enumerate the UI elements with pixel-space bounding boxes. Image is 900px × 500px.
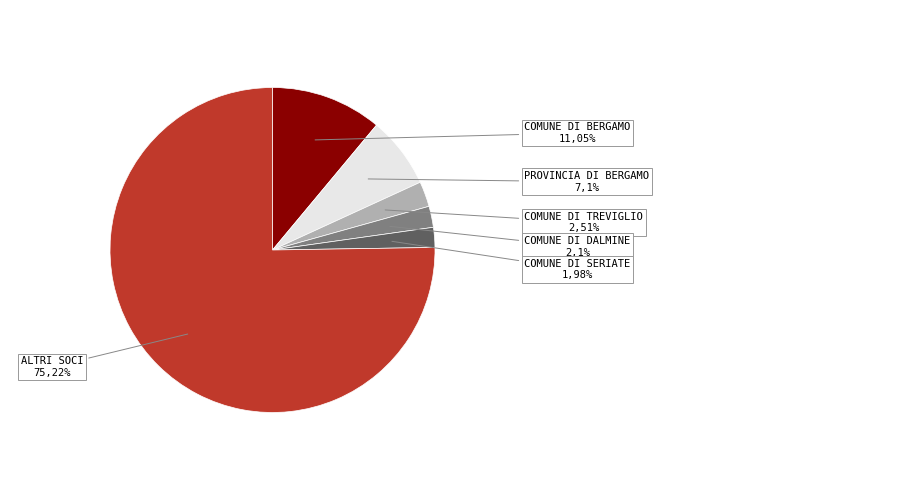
Wedge shape xyxy=(273,125,420,250)
Wedge shape xyxy=(273,182,429,250)
Text: COMUNE DI BERGAMO
11,05%: COMUNE DI BERGAMO 11,05% xyxy=(315,122,631,144)
Wedge shape xyxy=(110,88,435,412)
Wedge shape xyxy=(273,88,376,250)
Text: PROVINCIA DI BERGAMO
7,1%: PROVINCIA DI BERGAMO 7,1% xyxy=(368,171,650,192)
Wedge shape xyxy=(273,206,434,250)
Text: COMUNE DI SERIATE
1,98%: COMUNE DI SERIATE 1,98% xyxy=(392,242,631,281)
Text: ALTRI SOCI
75,22%: ALTRI SOCI 75,22% xyxy=(21,334,188,378)
Wedge shape xyxy=(273,228,435,250)
Text: COMUNE DI TREVIGLIO
2,51%: COMUNE DI TREVIGLIO 2,51% xyxy=(385,210,644,233)
Text: COMUNE DI DALMINE
2,1%: COMUNE DI DALMINE 2,1% xyxy=(390,226,631,258)
